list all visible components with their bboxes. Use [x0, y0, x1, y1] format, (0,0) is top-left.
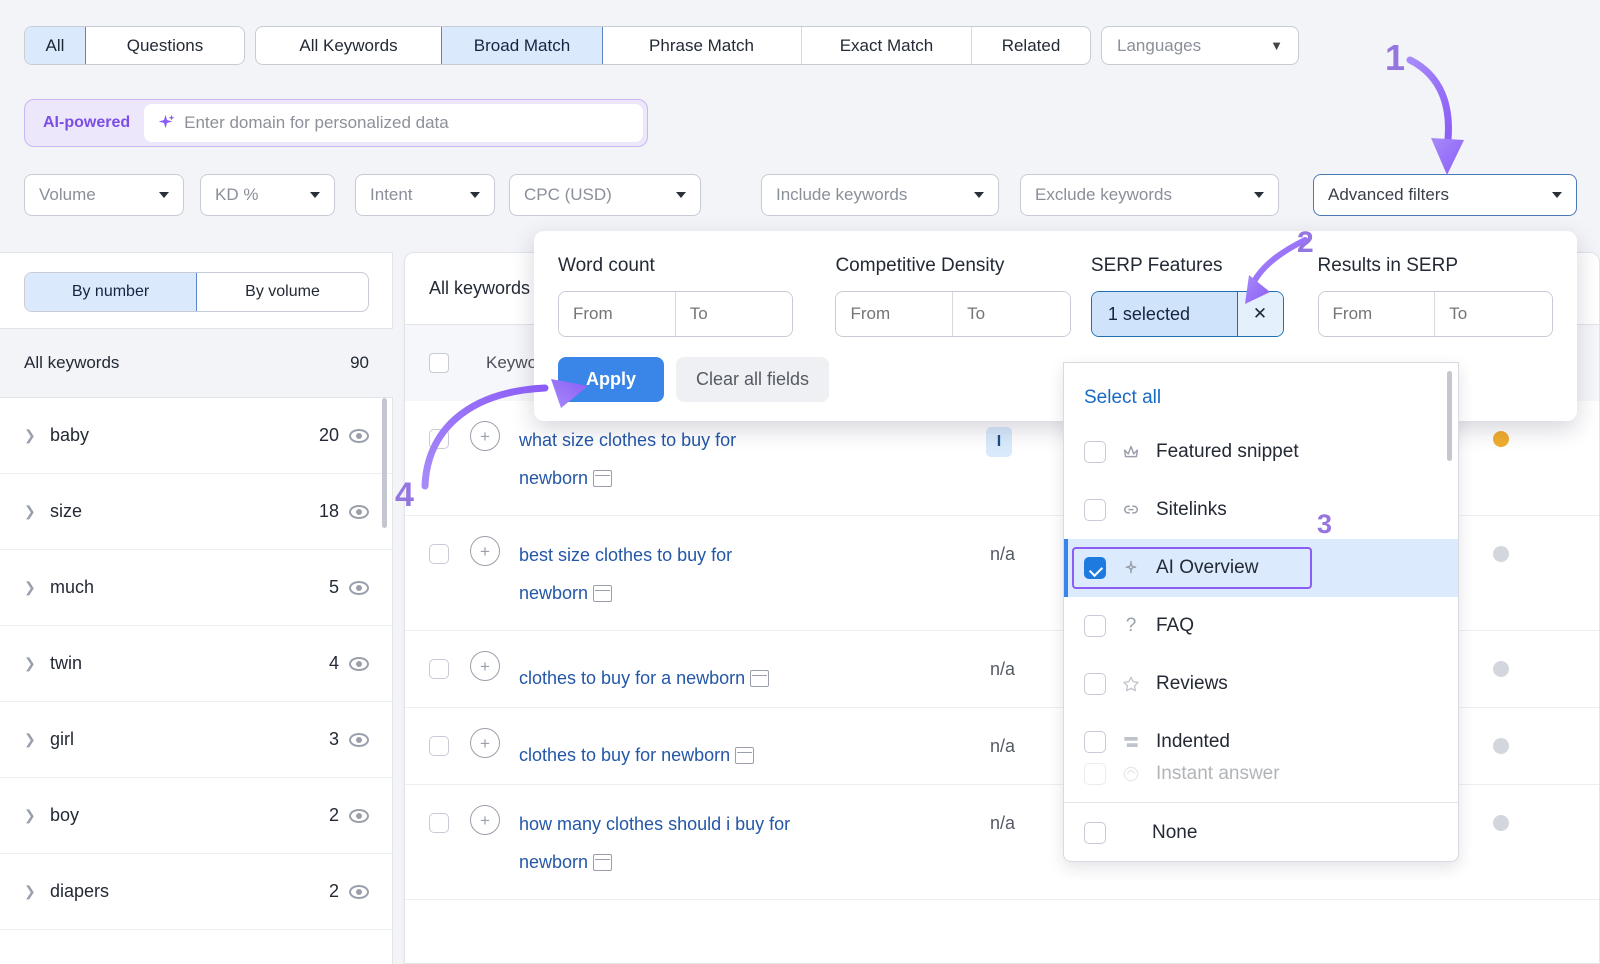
svg-text:4: 4 [395, 476, 414, 508]
svg-text:1: 1 [1385, 37, 1405, 78]
